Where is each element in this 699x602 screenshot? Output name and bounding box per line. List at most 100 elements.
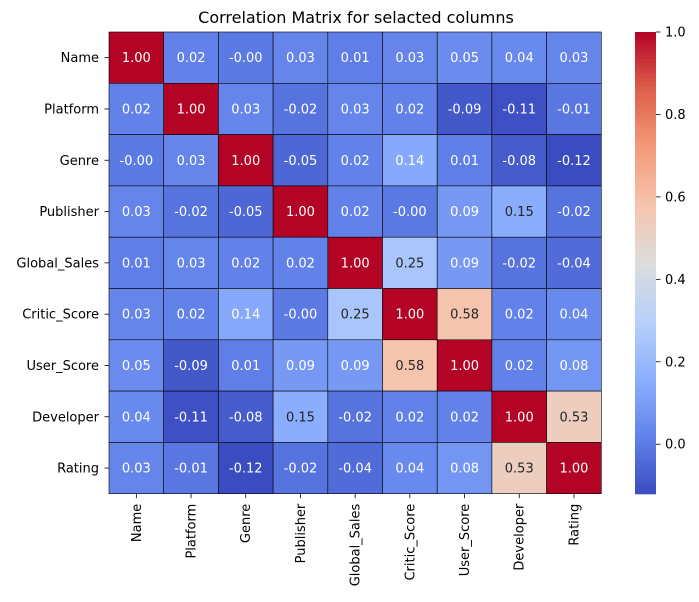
colorbar-slice [635, 309, 656, 314]
cell-value-label: 0.02 [286, 256, 315, 271]
heatmap-cell [436, 236, 493, 289]
colorbar-slice [635, 74, 656, 79]
colorbar-slice [635, 66, 656, 72]
cell-value-label: 1.00 [286, 205, 315, 220]
cell-value-label: 1.00 [559, 462, 588, 477]
cell-value-label: 1.00 [450, 359, 479, 374]
colorbar-slice [635, 447, 656, 452]
cell-value-label: 0.03 [177, 154, 206, 169]
colorbar-slice [635, 428, 656, 433]
heatmap-cell [382, 442, 438, 494]
colorbar-slice [635, 166, 656, 172]
colorbar-slice [635, 251, 656, 256]
colorbar-slice [635, 405, 656, 410]
cell-value-label: 0.02 [341, 154, 370, 169]
colorbar-slice [635, 82, 656, 87]
heatmap-cell [327, 288, 383, 341]
colorbar-tick-label: 0.4 [665, 273, 686, 288]
cell-value-label: -0.11 [502, 102, 536, 117]
colorbar-slice [635, 305, 656, 310]
row-tick-label: Critic_Score [22, 308, 99, 323]
cell-value-label: 0.58 [395, 359, 424, 374]
colorbar: 0.0 0.2 0.4 0.6 0.8 1.0 [635, 26, 686, 495]
cell-value-label: 0.05 [122, 359, 151, 374]
heatmap-cell [546, 442, 602, 494]
cell-value-label: -0.00 [229, 51, 263, 66]
cell-value-label: -0.04 [557, 256, 591, 271]
cell-value-label: 0.03 [231, 102, 260, 117]
column-tick-label: Publisher [294, 503, 309, 563]
colorbar-tick-label: 1.0 [665, 26, 686, 41]
colorbar-slice [635, 108, 656, 114]
colorbar-slice [635, 85, 656, 91]
heatmap-cell [382, 390, 438, 443]
cell-value-label: 0.04 [559, 308, 588, 323]
colorbar-slice [635, 351, 656, 356]
colorbar-slice [635, 205, 656, 210]
colorbar-slice [635, 170, 656, 175]
heatmap-cell [218, 288, 274, 341]
heatmap-cell [436, 442, 493, 494]
heatmap-cell [491, 185, 547, 238]
heatmap-cell [218, 31, 274, 84]
heatmap-cell [546, 236, 602, 289]
column-tick-label: Developer [513, 503, 528, 571]
cell-value-label: 0.02 [341, 205, 370, 220]
colorbar-slice [635, 420, 656, 426]
row-tick-labels: Name Platform Genre Publisher Global_Sales Cr… [16, 51, 109, 477]
row-tick-label: Genre [60, 154, 99, 169]
cell-value-label: -0.00 [120, 154, 154, 169]
colorbar-slice [635, 270, 656, 275]
colorbar-slice [635, 474, 656, 479]
colorbar-slice [635, 412, 656, 418]
colorbar-slice [635, 324, 656, 329]
colorbar-slice [635, 362, 656, 368]
colorbar-slice [635, 343, 656, 349]
colorbar-slice [635, 35, 656, 41]
cell-value-label: 0.02 [177, 308, 206, 323]
heatmap-cell [272, 442, 329, 494]
cell-value-label: 0.53 [559, 410, 588, 425]
column-tick-label: Name [130, 504, 145, 542]
colorbar-slice [635, 312, 656, 318]
colorbar-slice [635, 189, 656, 195]
cell-value-label: 0.03 [122, 462, 151, 477]
cell-value-label: 0.53 [505, 462, 534, 477]
heatmap-cell [436, 134, 493, 187]
cell-value-label: 1.00 [231, 154, 260, 169]
cell-value-label: 0.03 [122, 308, 151, 323]
colorbar-slice [635, 409, 656, 414]
cell-annotations: 1.00 0.02 -0.00 0.03 0.01 0.03 0.05 0.04 0.03 0.0… [120, 51, 591, 476]
cell-value-label: 0.03 [559, 51, 588, 66]
cell-value-label: 0.02 [177, 51, 206, 66]
cell-value-label: 0.02 [395, 410, 424, 425]
heatmap-cell [382, 236, 438, 289]
cell-value-label: 1.00 [122, 51, 151, 66]
colorbar-slice [635, 97, 656, 102]
heatmap-cell [163, 442, 219, 494]
heatmap-cell [382, 288, 438, 341]
colorbar-slice [635, 101, 656, 106]
heatmap-cell [327, 339, 383, 392]
cell-value-label: 1.00 [395, 308, 424, 323]
cell-value-label: -0.05 [284, 154, 318, 169]
colorbar-slice [635, 316, 656, 322]
colorbar-slice [635, 432, 656, 437]
heatmap-cell [491, 31, 547, 84]
heatmap-cell [108, 442, 165, 494]
colorbar-slice [635, 470, 656, 476]
colorbar-slice [635, 416, 656, 422]
colorbar-slice [635, 293, 656, 299]
colorbar-slice [635, 70, 656, 75]
colorbar-slice [635, 397, 656, 402]
colorbar-slice [635, 78, 656, 83]
cell-value-label: 0.03 [177, 256, 206, 271]
cell-value-label: -0.11 [174, 410, 208, 425]
colorbar-slice [635, 58, 656, 64]
colorbar-slice [635, 462, 656, 468]
cell-value-label: 0.25 [395, 256, 424, 271]
heatmap-cell [163, 339, 219, 392]
colorbar-slice [635, 339, 656, 345]
cell-value-label: 0.14 [395, 154, 424, 169]
heatmap-cell [272, 185, 329, 238]
